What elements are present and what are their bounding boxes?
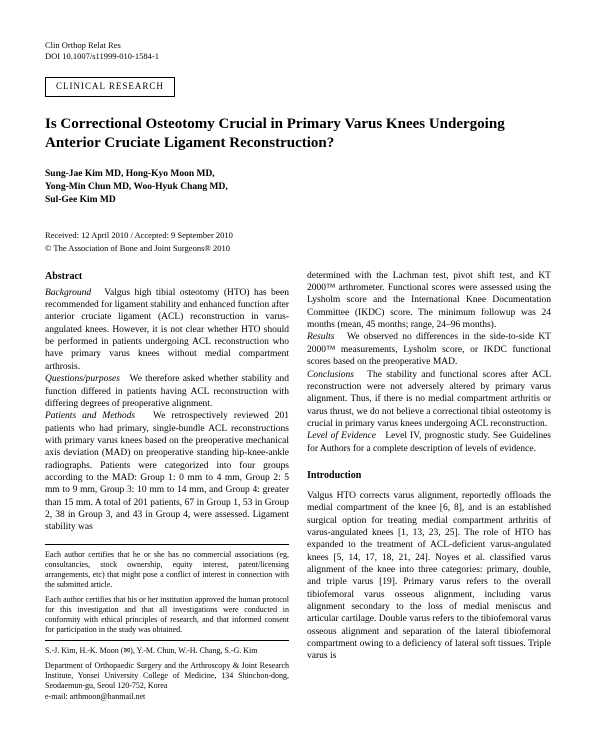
questions-label: Questions/purposes [45, 374, 120, 384]
patients-label: Patients and Methods [45, 411, 135, 421]
journal-header: Clin Orthop Relat Res DOI 10.1007/s11999… [45, 40, 551, 62]
abstract-col2-continuation: determined with the Lachman test, pivot … [307, 270, 551, 332]
affiliation-names: S.-J. Kim, H.-K. Moon (✉), Y.-M. Chun, W… [45, 646, 289, 656]
results-text: We observed no differences in the side-t… [307, 332, 551, 367]
background-label: Background [45, 288, 91, 298]
conclusions-label: Conclusions [307, 370, 354, 380]
journal-name: Clin Orthop Relat Res [45, 40, 551, 51]
affiliation-email: e-mail: arthmoon@hanmail.net [45, 692, 289, 702]
abstract-body: Background Valgus high tibial osteotomy … [45, 287, 289, 534]
left-column: Abstract Background Valgus high tibial o… [45, 270, 289, 707]
footnote-divider-top [45, 544, 289, 545]
right-column: determined with the Lachman test, pivot … [307, 270, 551, 707]
footnote-conflict: Each author certifies that he or she has… [45, 550, 289, 590]
background-text: Valgus high tibial osteotomy (HTO) has b… [45, 288, 289, 372]
introduction-text: Valgus HTO corrects varus alignment, rep… [307, 490, 551, 663]
section-label: CLINICAL RESEARCH [45, 77, 175, 97]
abstract-heading: Abstract [45, 270, 289, 283]
level-label: Level of Evidence [307, 431, 376, 441]
affiliation-address: Department of Orthopaedic Surgery and th… [45, 661, 289, 691]
doi: DOI 10.1007/s11999-010-1584-1 [45, 51, 551, 62]
results-label: Results [307, 332, 334, 342]
affiliation-block: S.-J. Kim, H.-K. Moon (✉), Y.-M. Chun, W… [45, 646, 289, 702]
copyright: © The Association of Bone and Joint Surg… [45, 243, 551, 254]
received-accepted-dates: Received: 12 April 2010 / Accepted: 9 Se… [45, 230, 551, 241]
footnotes: Each author certifies that he or she has… [45, 550, 289, 635]
two-column-body: Abstract Background Valgus high tibial o… [45, 270, 551, 707]
footnote-ethics: Each author certifies that his or her in… [45, 595, 289, 635]
authors: Sung-Jae Kim MD, Hong-Kyo Moon MD, Yong-… [45, 168, 551, 208]
footnote-divider-bottom [45, 640, 289, 641]
patients-text: We retrospectively reviewed 201 patients… [45, 411, 289, 532]
introduction-heading: Introduction [307, 469, 551, 482]
abstract-continuation: determined with the Lachman test, pivot … [307, 270, 551, 455]
article-title: Is Correctional Osteotomy Crucial in Pri… [45, 115, 551, 154]
